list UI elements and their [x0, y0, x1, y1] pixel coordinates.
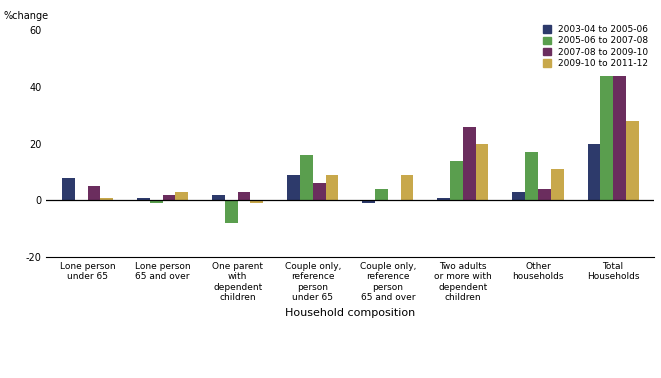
Bar — [212, 195, 225, 200]
Bar — [438, 198, 450, 200]
Bar — [476, 144, 488, 200]
Bar — [463, 127, 476, 200]
Bar — [600, 76, 613, 200]
Bar — [375, 189, 388, 200]
Bar — [538, 189, 551, 200]
Bar — [300, 155, 313, 200]
Bar — [626, 121, 639, 200]
Bar — [100, 198, 113, 200]
Bar — [313, 183, 326, 200]
Bar — [512, 192, 525, 200]
Bar — [588, 144, 600, 200]
Bar — [288, 175, 300, 200]
Text: %change: %change — [4, 11, 49, 21]
Bar — [238, 192, 251, 200]
Bar — [137, 198, 150, 200]
Bar — [62, 178, 75, 200]
Bar — [163, 195, 175, 200]
X-axis label: Household composition: Household composition — [285, 308, 416, 318]
Bar — [251, 200, 263, 203]
Bar — [326, 175, 338, 200]
Bar — [175, 192, 188, 200]
Bar — [362, 200, 375, 203]
Bar — [225, 200, 238, 223]
Legend: 2003-04 to 2005-06, 2005-06 to 2007-08, 2007-08 to 2009-10, 2009-10 to 2011-12: 2003-04 to 2005-06, 2005-06 to 2007-08, … — [541, 23, 650, 70]
Bar — [401, 175, 413, 200]
Bar — [87, 186, 100, 200]
Bar — [613, 76, 626, 200]
Bar — [450, 161, 463, 200]
Bar — [525, 152, 538, 200]
Bar — [551, 169, 564, 200]
Bar — [150, 200, 163, 203]
